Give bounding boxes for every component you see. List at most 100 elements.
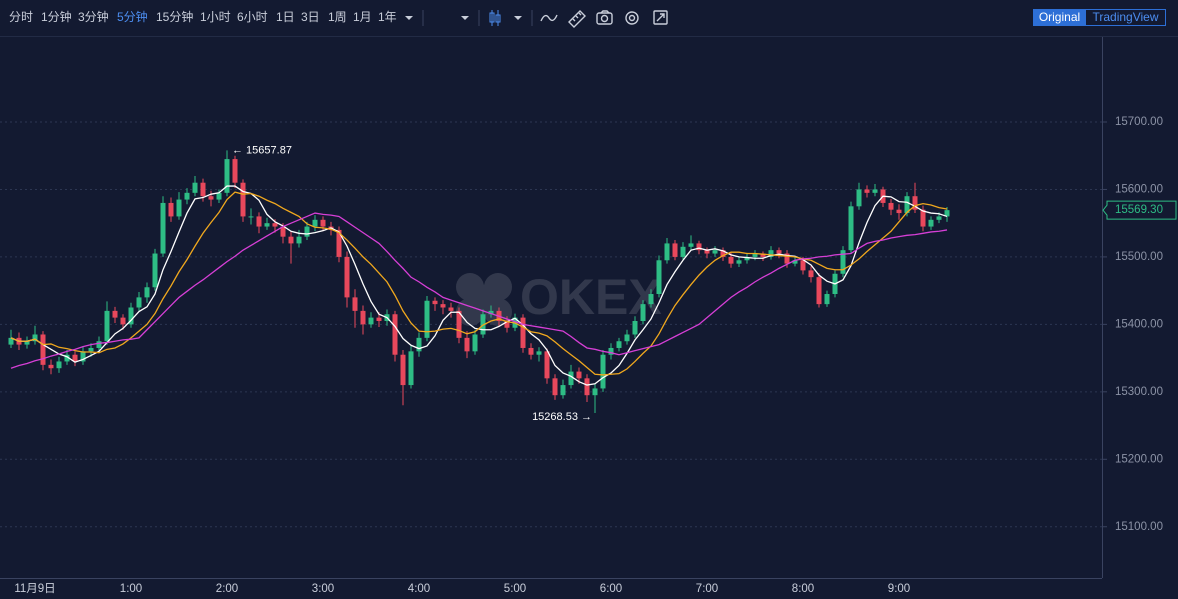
x-tick-label: 1:00 — [120, 583, 142, 595]
candle-body — [720, 250, 726, 257]
candle-body — [552, 378, 558, 396]
candle-body — [176, 199, 182, 217]
candle-body — [744, 256, 750, 261]
dropdown-icon[interactable] — [514, 16, 522, 20]
x-tick-label: 2:00 — [216, 583, 238, 595]
candle-body — [888, 202, 894, 210]
candle-body — [440, 304, 446, 308]
dropdown-icon[interactable] — [461, 16, 469, 20]
candle-body — [648, 294, 654, 305]
y-tick-label: 15100.00 — [1115, 521, 1163, 533]
candle-body — [936, 216, 942, 220]
candle-body — [88, 347, 94, 352]
x-tick-label: 3:00 — [312, 583, 334, 595]
ruler-icon[interactable] — [568, 10, 586, 28]
candle-body — [368, 317, 374, 325]
interval-button[interactable]: 1日 — [276, 10, 295, 24]
interval-button[interactable]: 3日 — [301, 10, 320, 24]
candle-body — [728, 256, 734, 264]
interval-button[interactable]: 1分钟 — [41, 9, 72, 24]
interval-button[interactable]: 3分钟 — [78, 9, 109, 24]
dropdown-icon[interactable] — [405, 16, 413, 20]
settings-icon[interactable] — [625, 11, 639, 25]
candle-body — [192, 182, 198, 193]
y-tick-label: 15700.00 — [1115, 116, 1163, 128]
candle-body — [136, 297, 142, 308]
y-tick-label: 15600.00 — [1115, 183, 1163, 195]
candle-body — [256, 216, 262, 227]
candle-body — [216, 192, 222, 200]
candle-body — [48, 364, 54, 369]
high-label: ← 15657.87 — [232, 144, 292, 156]
interval-button[interactable]: 15分钟 — [156, 9, 193, 24]
candle-body — [432, 300, 438, 305]
candle-body — [424, 300, 430, 338]
indicator-icon[interactable] — [540, 14, 558, 22]
candle-body — [912, 196, 918, 210]
candle-body — [800, 260, 806, 271]
candle-body — [344, 256, 350, 298]
x-tick-label: 4:00 — [408, 583, 430, 595]
candle-body — [664, 243, 670, 261]
last-price-box — [1102, 200, 1177, 220]
candle-body — [584, 378, 590, 396]
fullscreen-icon[interactable] — [653, 10, 668, 25]
candle-body — [104, 310, 110, 342]
candle-body — [408, 351, 414, 386]
candle-body — [32, 334, 38, 342]
interval-button[interactable]: 1月 — [353, 10, 372, 24]
interval-button[interactable]: 1周 — [328, 10, 347, 24]
candle-body — [840, 250, 846, 274]
interval-button[interactable]: 1年 — [378, 10, 397, 24]
candle-body — [240, 182, 246, 217]
x-tick-label: 9:00 — [888, 583, 910, 595]
view-button-bg[interactable] — [1085, 9, 1166, 26]
candle-body — [792, 260, 798, 264]
interval-button[interactable]: 1小时 — [200, 10, 231, 24]
view-button[interactable]: Original — [1039, 10, 1080, 24]
candle-body — [560, 385, 566, 396]
toolbar: 分时 1分钟 3分钟 5分钟 15分钟 1小时 6小时 1日 3日 1周 1月 1年 — [9, 9, 397, 24]
candle-body — [928, 219, 934, 227]
candle-body — [688, 243, 694, 247]
candle-body — [768, 250, 774, 257]
candle-body — [304, 226, 310, 237]
candle-body — [272, 223, 278, 227]
candle-body — [72, 354, 78, 362]
candle-body — [568, 371, 574, 386]
candle-body — [632, 320, 638, 335]
view-button[interactable]: TradingView — [1092, 10, 1158, 24]
candle-body — [776, 250, 782, 254]
candle-body — [40, 334, 46, 365]
ma-line — [10, 191, 948, 376]
candle-body — [760, 253, 766, 257]
candle-body — [944, 210, 950, 217]
interval-button[interactable]: 5分钟 — [117, 9, 148, 24]
candle-body — [152, 253, 158, 288]
ma-line — [10, 212, 948, 369]
candle-body — [456, 310, 462, 338]
candle-body — [296, 236, 302, 244]
candle-body — [200, 182, 206, 197]
candle-body — [848, 206, 854, 251]
candle-body — [400, 354, 406, 386]
plot-area: 15100.00 15200.00 15300.00 15400.00 15500.00… — [0, 116, 1177, 595]
candle-body — [696, 243, 702, 251]
candle-body — [56, 361, 62, 369]
low-label: 15268.53 → — [532, 411, 592, 423]
candle-body — [336, 229, 342, 257]
candle-body — [464, 337, 470, 352]
interval-button[interactable]: 分时 — [9, 10, 33, 24]
camera-icon[interactable] — [596, 10, 613, 25]
interval-button[interactable]: 6小时 — [237, 10, 268, 24]
candle-body — [864, 189, 870, 193]
candle-body — [600, 354, 606, 389]
candle-body — [544, 351, 550, 379]
candle-body — [64, 354, 70, 362]
candle-body — [472, 334, 478, 352]
candle-body — [248, 216, 254, 218]
candle-type-icon[interactable] — [489, 10, 501, 26]
candle-body — [280, 226, 286, 237]
